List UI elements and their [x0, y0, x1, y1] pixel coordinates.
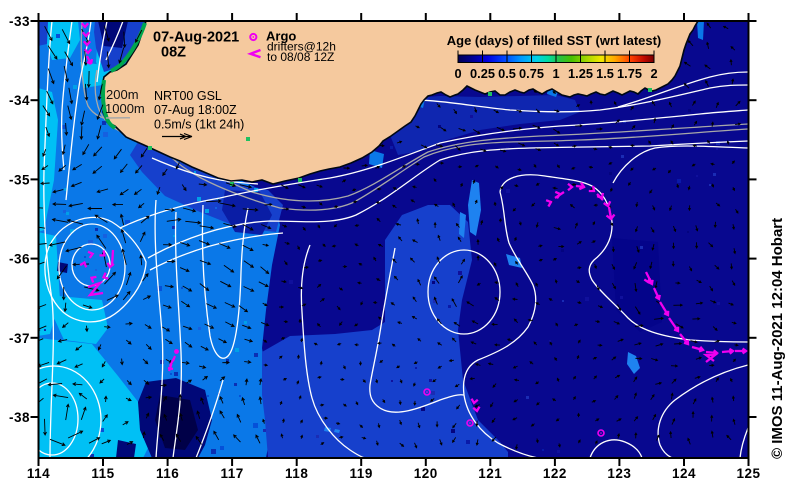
svg-text:125: 125: [736, 466, 760, 481]
svg-text:© IMOS 11-Aug-2021 12:04 Hobar: © IMOS 11-Aug-2021 12:04 Hobart: [769, 218, 786, 459]
svg-text:Argo: Argo: [266, 29, 296, 44]
svg-text:drifters@12h: drifters@12h: [267, 40, 336, 54]
svg-text:07-Aug-2021: 07-Aug-2021: [153, 30, 239, 46]
svg-text:07-Aug 18:00Z: 07-Aug 18:00Z: [154, 103, 237, 117]
svg-text:0.5m/s (1kt 24h): 0.5m/s (1kt 24h): [154, 118, 244, 132]
svg-text:0.5: 0.5: [498, 66, 516, 81]
svg-text:118: 118: [285, 466, 308, 481]
svg-text:122: 122: [543, 466, 567, 481]
svg-text:0.25: 0.25: [470, 66, 495, 81]
svg-text:1.25: 1.25: [568, 66, 593, 81]
svg-text:114: 114: [27, 466, 50, 481]
svg-text:200m: 200m: [106, 87, 139, 102]
svg-text:116: 116: [156, 466, 179, 481]
svg-text:1000m: 1000m: [105, 101, 145, 116]
svg-text:-35: -35: [9, 172, 30, 187]
svg-text:NRT00 GSL: NRT00 GSL: [154, 89, 222, 103]
svg-text:-33: -33: [9, 14, 30, 29]
svg-text:124: 124: [672, 466, 696, 481]
svg-text:1.75: 1.75: [617, 66, 642, 81]
svg-text:to 08/08 12Z: to 08/08 12Z: [267, 50, 334, 64]
svg-text:-34: -34: [9, 93, 30, 108]
svg-text:117: 117: [220, 466, 243, 481]
svg-text:08Z: 08Z: [161, 45, 186, 61]
svg-text:121: 121: [478, 466, 502, 481]
svg-text:115: 115: [91, 466, 114, 481]
svg-text:-37: -37: [9, 331, 30, 346]
svg-text:119: 119: [350, 466, 373, 481]
svg-text:1: 1: [552, 66, 559, 81]
svg-text:-36: -36: [9, 252, 30, 267]
svg-text:2: 2: [650, 66, 657, 81]
svg-text:-38: -38: [9, 410, 30, 425]
svg-text:123: 123: [607, 466, 631, 481]
svg-text:1.5: 1.5: [596, 66, 614, 81]
svg-text:0: 0: [454, 66, 461, 81]
svg-text:Age (days) of filled SST (wrt: Age (days) of filled SST (wrt latest): [447, 33, 662, 48]
svg-text:120: 120: [414, 466, 438, 481]
svg-text:0.75: 0.75: [519, 66, 544, 81]
